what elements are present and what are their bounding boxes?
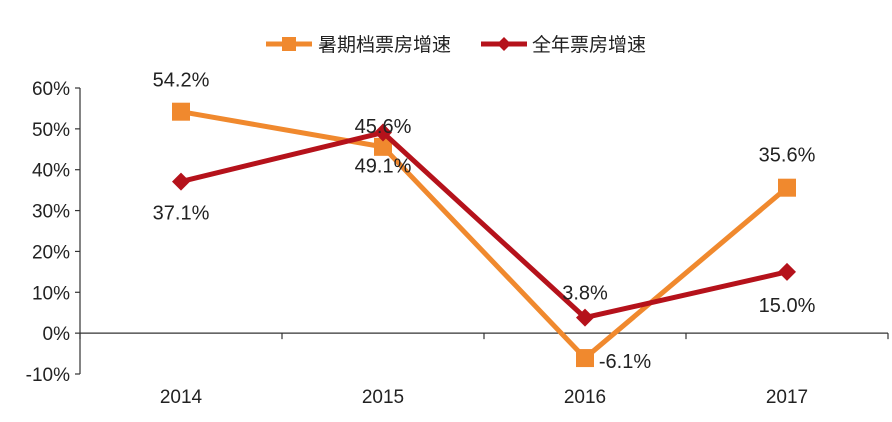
data-label-annual: 37.1% [153,203,210,225]
data-point-annual [374,123,392,142]
data-label-annual: 15.0% [759,295,816,317]
data-label-summer: 45.6% [355,116,412,138]
y-tick-label: -10% [26,365,70,386]
data-point-summer [374,137,392,156]
data-point-annual [172,172,190,191]
legend-item-annual: 全年票房增速 [481,34,646,56]
y-tick-label: 60% [32,79,70,100]
data-labels: 54.2% 45.6% -6.1% 35.6% 37.1% 49.1% 3.8% 15.0% [153,70,816,373]
data-point-summer [576,349,594,368]
data-point-annual [778,262,796,281]
legend-item-summer: 暑期档票房增速 [266,34,451,56]
y-tick-label: 0% [43,324,71,345]
y-tick-label: 20% [32,242,70,263]
series-line-annual [180,130,788,321]
y-tick-label: 10% [32,283,70,304]
series-layer [172,102,796,368]
legend-marker-annual [497,37,511,51]
data-label-annual: 3.8% [562,283,608,305]
data-point-summer [778,178,796,197]
y-tick-label: 40% [32,161,70,182]
data-point-summer [172,102,190,121]
x-tick-label: 2017 [766,387,808,408]
axes: -10% 0% 10% 20% 30% 40% 50% 60% 2014 2015 2016 2017 [26,79,889,408]
data-point-annual [576,308,594,327]
legend: 暑期档票房增速 全年票房增速 [266,34,646,56]
series-line-summer [180,109,789,361]
x-tick-label: 2014 [160,387,203,408]
legend-marker-summer [282,37,296,51]
x-tick-label: 2016 [564,387,606,408]
data-label-annual: 49.1% [355,156,412,178]
y-tick-label: 50% [32,120,70,141]
legend-label-summer: 暑期档票房增速 [318,34,451,56]
data-label-summer: 54.2% [153,70,210,92]
y-tick-label: 30% [32,202,70,223]
legend-label-annual: 全年票房增速 [532,34,646,56]
data-label-summer: -6.1% [599,351,651,373]
x-tick-label: 2015 [362,387,404,408]
data-label-summer: 35.6% [759,145,816,167]
